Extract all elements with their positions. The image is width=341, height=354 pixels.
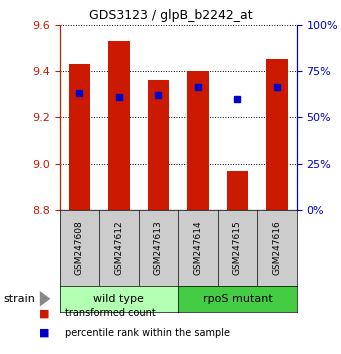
Text: transformed count: transformed count [65,308,155,318]
Text: wild type: wild type [93,294,144,304]
Bar [148,80,169,210]
Text: rpoS mutant: rpoS mutant [203,294,272,304]
Text: strain: strain [3,294,35,304]
Text: GSM247612: GSM247612 [115,221,123,275]
Text: GSM247615: GSM247615 [233,221,242,275]
Text: GSM247608: GSM247608 [75,221,84,275]
Bar [108,41,130,210]
Text: GDS3123 / glpB_b2242_at: GDS3123 / glpB_b2242_at [89,9,252,22]
Text: GSM247614: GSM247614 [193,221,203,275]
Bar [266,59,288,210]
Text: GSM247613: GSM247613 [154,221,163,275]
Bar [187,71,209,210]
Text: ■: ■ [39,328,49,338]
Text: ■: ■ [39,308,49,318]
Text: percentile rank within the sample: percentile rank within the sample [65,328,230,338]
Bar [226,171,248,210]
Text: GSM247616: GSM247616 [272,221,281,275]
Bar [69,64,90,210]
